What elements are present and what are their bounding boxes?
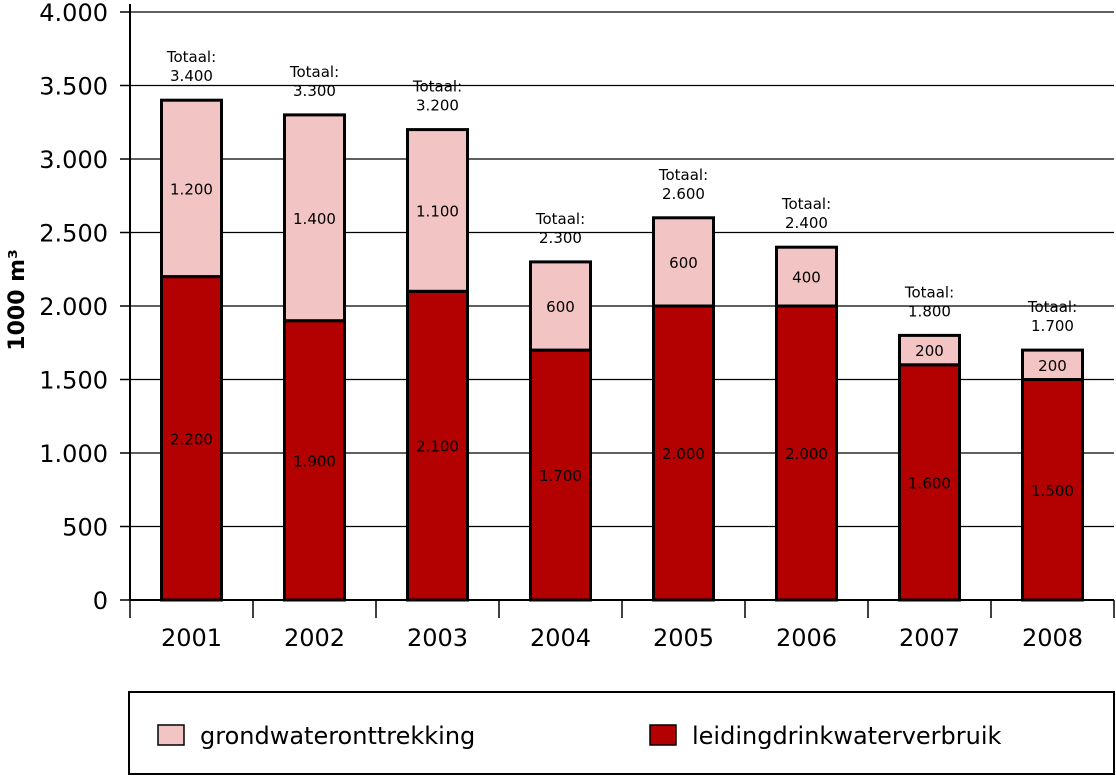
total-label-value-2005: 2.600 — [662, 185, 705, 203]
total-label-prefix-2008: Totaal: — [1027, 298, 1077, 316]
data-label-grondwateronttrekking-2008: 200 — [1038, 357, 1067, 375]
total-label-value-2002: 3.300 — [293, 82, 336, 100]
gridlines — [130, 11, 1114, 528]
y-axis-label: 1000 m³ — [5, 249, 30, 350]
legend-swatch-grondwateronttrekking — [157, 724, 185, 746]
data-label-leidingdrinkwaterverbruik-2005: 2.000 — [662, 445, 705, 463]
bar-grondwateronttrekking-2008 — [1021, 348, 1084, 382]
total-label-prefix-2002: Totaal: — [289, 63, 339, 81]
data-label-grondwateronttrekking-2001: 1.200 — [170, 180, 213, 198]
legend-swatch-leidingdrinkwaterverbruik — [649, 724, 677, 746]
total-label-value-2003: 3.200 — [416, 97, 459, 115]
legend-box — [128, 691, 1115, 775]
legend-label-leidingdrinkwaterverbruik: leidingdrinkwaterverbruik — [692, 722, 1002, 750]
x-tick-label-2003: 2003 — [407, 624, 468, 652]
data-label-leidingdrinkwaterverbruik-2008: 1.500 — [1031, 482, 1074, 500]
data-label-leidingdrinkwaterverbruik-2006: 2.000 — [785, 445, 828, 463]
total-label-prefix-2007: Totaal: — [904, 283, 954, 301]
y-tick-label: 0 — [93, 587, 108, 615]
bar-grondwateronttrekking-2002 — [283, 113, 346, 323]
x-tick-label-2007: 2007 — [899, 624, 960, 652]
bars-group: 2.2001.200Totaal:3.4001.9001.400Totaal:3… — [160, 48, 1084, 602]
legend-label-grondwateronttrekking: grondwateronttrekking — [200, 722, 475, 750]
total-label-prefix-2004: Totaal: — [535, 210, 585, 228]
total-label-value-2007: 1.800 — [908, 302, 951, 320]
bar-grondwateronttrekking-2007 — [898, 333, 961, 367]
data-label-leidingdrinkwaterverbruik-2004: 1.700 — [539, 467, 582, 485]
y-tick-label: 3.500 — [39, 73, 108, 101]
bar-leidingdrinkwaterverbruik-2006 — [775, 304, 838, 602]
total-label-value-2001: 3.400 — [170, 67, 213, 85]
bar-leidingdrinkwaterverbruik-2001 — [160, 275, 223, 602]
data-label-grondwateronttrekking-2003: 1.100 — [416, 202, 459, 220]
data-label-grondwateronttrekking-2007: 200 — [915, 342, 944, 360]
total-label-value-2006: 2.400 — [785, 214, 828, 232]
x-tick-labels: 2001 2002 2003 2004 2005 2006 2007 2008 — [161, 624, 1083, 652]
x-tick-label-2006: 2006 — [776, 624, 837, 652]
bar-grondwateronttrekking-2004 — [529, 260, 592, 352]
bar-grondwateronttrekking-2001 — [160, 98, 223, 279]
data-label-leidingdrinkwaterverbruik-2001: 2.200 — [170, 430, 213, 448]
data-label-grondwateronttrekking-2005: 600 — [669, 254, 698, 272]
data-label-grondwateronttrekking-2006: 400 — [792, 269, 821, 287]
axes — [120, 4, 1115, 618]
y-tick-label: 1.000 — [39, 440, 108, 468]
data-label-grondwateronttrekking-2004: 600 — [546, 298, 575, 316]
y-tick-label: 3.000 — [39, 146, 108, 174]
y-tick-labels: 0 500 1.000 1.500 2.000 2.500 3.000 3.500 4.000 — [39, 0, 108, 615]
y-tick-label: 500 — [62, 514, 108, 542]
total-label-value-2008: 1.700 — [1031, 317, 1074, 335]
y-tick-label: 2.500 — [39, 220, 108, 248]
x-tick-label-2004: 2004 — [530, 624, 591, 652]
bar-grondwateronttrekking-2003 — [406, 128, 469, 293]
bar-grondwateronttrekking-2006 — [775, 245, 838, 308]
y-tick-label: 2.000 — [39, 293, 108, 321]
x-tick-label-2008: 2008 — [1022, 624, 1083, 652]
total-label-prefix-2001: Totaal: — [166, 48, 216, 66]
total-label-value-2004: 2.300 — [539, 229, 582, 247]
total-label-prefix-2003: Totaal: — [412, 78, 462, 96]
data-label-grondwateronttrekking-2002: 1.400 — [293, 210, 336, 228]
y-tick-label: 1.500 — [39, 367, 108, 395]
data-label-leidingdrinkwaterverbruik-2007: 1.600 — [908, 474, 951, 492]
data-label-leidingdrinkwaterverbruik-2002: 1.900 — [293, 452, 336, 470]
data-label-leidingdrinkwaterverbruik-2003: 2.100 — [416, 438, 459, 456]
legend: grondwateronttrekking leidingdrinkwaterv… — [128, 691, 1115, 775]
x-tick-label-2001: 2001 — [161, 624, 222, 652]
x-tick-label-2005: 2005 — [653, 624, 714, 652]
total-label-prefix-2005: Totaal: — [658, 166, 708, 184]
total-label-prefix-2006: Totaal: — [781, 195, 831, 213]
bar-leidingdrinkwaterverbruik-2002 — [283, 319, 346, 602]
y-tick-label: 4.000 — [39, 0, 108, 27]
x-tick-label-2002: 2002 — [284, 624, 345, 652]
bar-grondwateronttrekking-2005 — [652, 216, 715, 308]
